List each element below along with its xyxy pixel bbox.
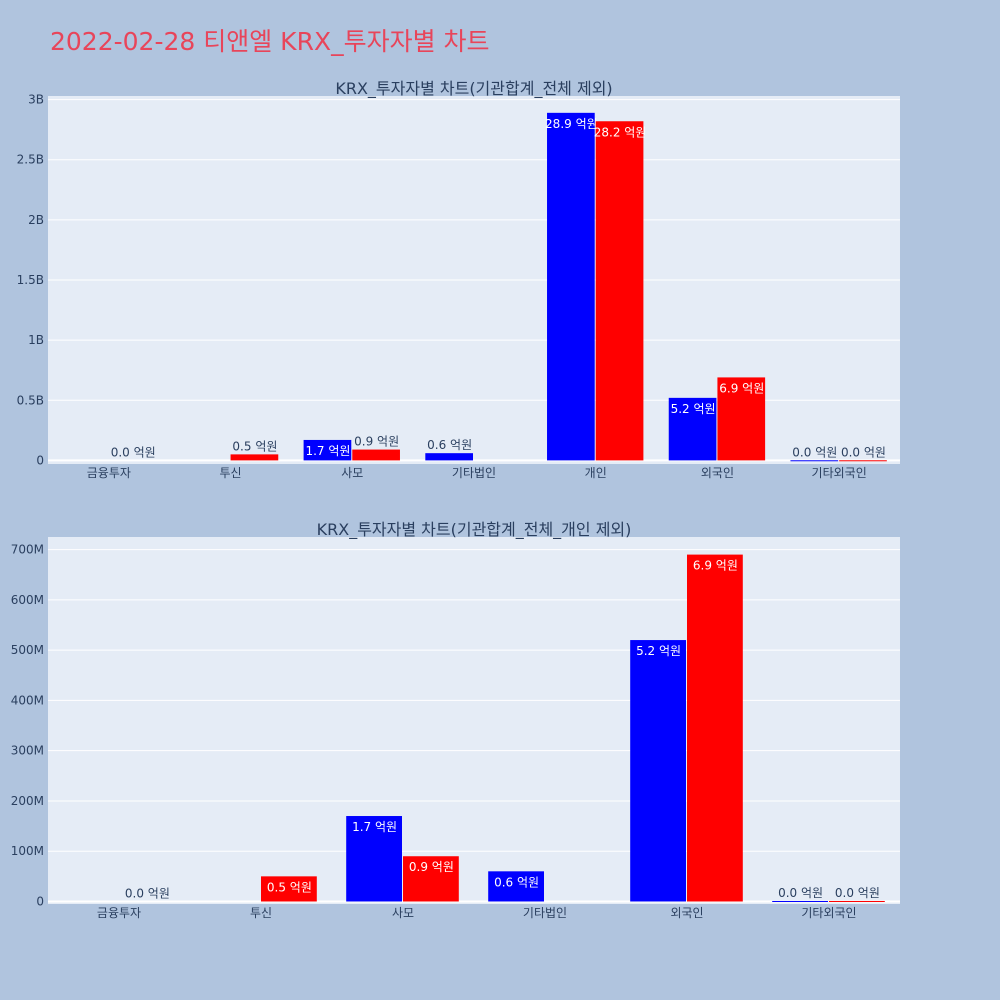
bar-data-label: 0.9 억원 bbox=[354, 435, 399, 449]
x-tick-label: 외국인 bbox=[670, 906, 703, 920]
bar-data-label: 0.9 억원 bbox=[409, 860, 454, 874]
bar bbox=[772, 900, 828, 902]
bar bbox=[261, 876, 317, 902]
bar-data-label: 28.2 억원 bbox=[594, 125, 647, 139]
bar-data-label: 6.9 억원 bbox=[693, 559, 738, 573]
y-tick-label: 1.5B bbox=[17, 273, 44, 287]
bar-data-label: 6.9 억원 bbox=[719, 381, 764, 395]
y-tick-label: 3B bbox=[28, 93, 44, 107]
chart-2: 0 100M 200M 300M 400M 500M 600M 700M KRX_투자자별 차트… bbox=[11, 520, 900, 920]
x-tick-label: 기타외국인 bbox=[801, 906, 856, 920]
bar bbox=[790, 460, 839, 462]
bar bbox=[352, 449, 400, 461]
bar-data-label: 0.0 억원 bbox=[841, 445, 886, 459]
bar-data-label: 0.0 억원 bbox=[835, 886, 880, 900]
chart-1: 0 0.5B 1B 1.5B 2B 2.5B 3B KRX_투자자별 차트(기관합계_전체 제… bbox=[17, 79, 900, 480]
x-tick-label: 기타법인 bbox=[452, 466, 496, 480]
bar bbox=[717, 377, 766, 461]
bar-data-label: 0.5 억원 bbox=[232, 439, 277, 453]
bar-data-label: 0.0 억원 bbox=[792, 445, 837, 459]
y-tick-label: 400M bbox=[11, 693, 44, 707]
bar bbox=[488, 871, 544, 902]
bar-data-label: 0.0 억원 bbox=[125, 886, 170, 900]
y-tick-label: 1B bbox=[28, 333, 44, 347]
chart-title: KRX_투자자별 차트(기관합계_전체 제외) bbox=[335, 79, 612, 99]
y-tick-label: 0.5B bbox=[17, 393, 44, 407]
x-tick-label: 개인 bbox=[585, 466, 607, 480]
bar-data-label: 0.6 억원 bbox=[494, 875, 539, 889]
bar bbox=[303, 439, 352, 461]
bar bbox=[230, 454, 279, 461]
x-tick-label: 사모 bbox=[392, 906, 414, 920]
page-title: 2022-02-28 티앤엘 KRX_투자자별 차트 bbox=[50, 27, 490, 56]
x-tick-label: 금융투자 bbox=[97, 906, 141, 920]
bar bbox=[839, 460, 887, 462]
y-tick-label: 600M bbox=[11, 593, 44, 607]
bar-data-label: 0.6 억원 bbox=[427, 438, 472, 452]
x-tick-label: 금융투자 bbox=[87, 466, 131, 480]
y-tick-label: 2.5B bbox=[17, 153, 44, 167]
y-tick-label: 300M bbox=[11, 744, 44, 758]
bar bbox=[687, 554, 743, 902]
y-tick-label: 2B bbox=[28, 213, 44, 227]
bar-data-label: 1.7 억원 bbox=[305, 444, 350, 458]
x-tick-label: 기타법인 bbox=[523, 906, 567, 920]
x-tick-label: 외국인 bbox=[701, 466, 734, 480]
bar-data-label: 5.2 억원 bbox=[671, 402, 716, 416]
chart-title: KRX_투자자별 차트(기관합계_전체_개인 제외) bbox=[317, 520, 632, 540]
bar bbox=[829, 900, 885, 902]
bar-data-label: 1.7 억원 bbox=[352, 820, 397, 834]
bar-data-label: 5.2 억원 bbox=[636, 644, 681, 658]
y-tick-label: 500M bbox=[11, 643, 44, 657]
bar-data-label: 0.0 억원 bbox=[111, 445, 156, 459]
y-tick-label: 100M bbox=[11, 844, 44, 858]
y-tick-label: 200M bbox=[11, 794, 44, 808]
y-tick-label: 700M bbox=[11, 543, 44, 557]
y-tick-label: 0 bbox=[36, 453, 44, 467]
bar bbox=[346, 816, 402, 902]
x-tick-label: 투신 bbox=[220, 466, 242, 480]
bar-data-label: 28.9 억원 bbox=[545, 117, 598, 131]
bar bbox=[668, 397, 717, 461]
bar-data-label: 0.5 억원 bbox=[267, 880, 312, 894]
plot-area bbox=[48, 537, 900, 904]
bar bbox=[630, 640, 686, 902]
bar bbox=[425, 453, 473, 461]
bar-data-label: 0.0 억원 bbox=[778, 886, 823, 900]
y-tick-label: 0 bbox=[36, 894, 44, 908]
x-tick-label: 기타외국인 bbox=[812, 466, 867, 480]
bar bbox=[547, 112, 595, 461]
x-tick-label: 사모 bbox=[341, 466, 363, 480]
bar bbox=[595, 121, 644, 461]
x-tick-label: 투신 bbox=[250, 906, 272, 920]
bar bbox=[403, 856, 459, 902]
